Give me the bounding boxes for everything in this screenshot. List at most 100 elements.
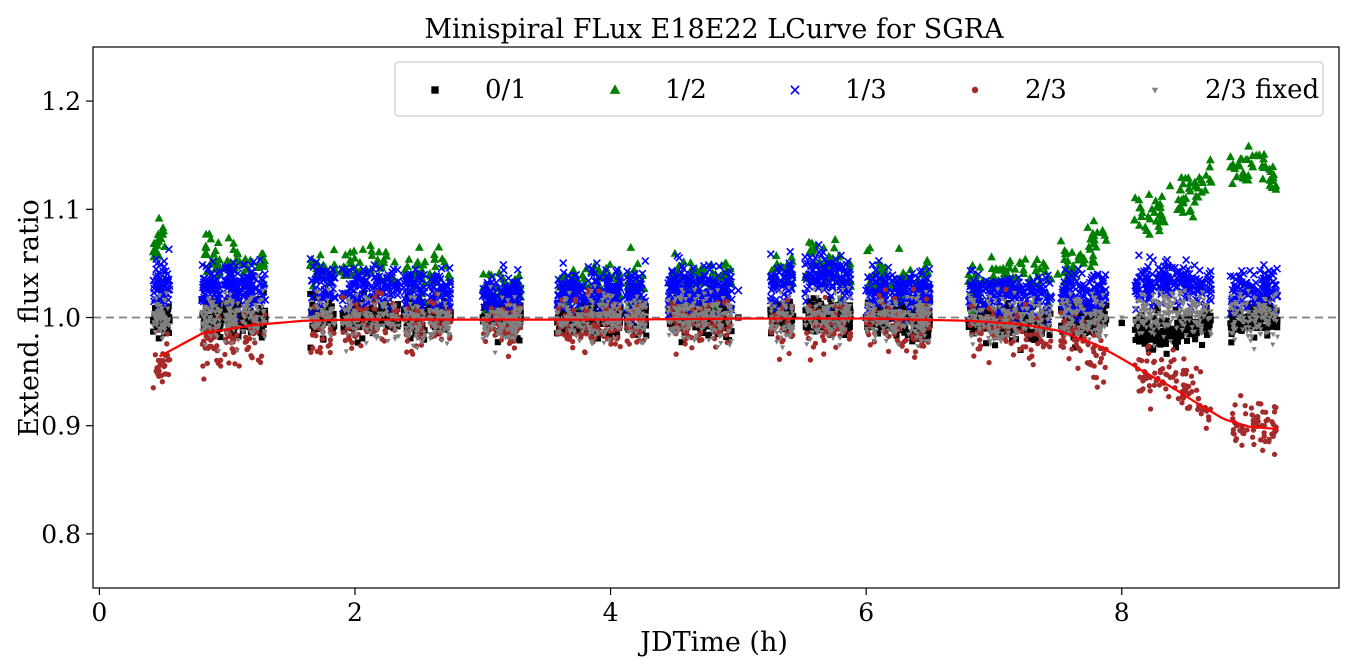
data-point	[769, 281, 778, 290]
data-point	[1206, 289, 1215, 298]
data-point	[1142, 326, 1149, 333]
data-point	[417, 286, 426, 295]
data-point	[313, 333, 319, 339]
data-point	[906, 265, 915, 274]
data-point	[584, 276, 593, 285]
data-point	[1177, 195, 1186, 204]
data-point	[1226, 272, 1235, 281]
data-point	[165, 357, 171, 363]
data-point	[421, 307, 428, 314]
data-point	[217, 334, 224, 341]
data-point	[242, 339, 248, 345]
data-point	[418, 342, 425, 348]
data-point	[247, 261, 256, 270]
data-point	[310, 345, 316, 351]
data-point	[1089, 257, 1099, 266]
data-point	[1232, 321, 1239, 328]
data-point	[1088, 251, 1098, 260]
data-point	[561, 281, 570, 290]
data-point	[163, 371, 169, 377]
data-point	[624, 290, 633, 299]
data-point	[580, 301, 587, 308]
data-point	[832, 255, 841, 264]
data-point	[826, 253, 835, 262]
data-point	[376, 318, 383, 325]
data-point	[152, 276, 161, 285]
data-point	[317, 315, 324, 323]
data-point	[1019, 312, 1026, 319]
data-point	[350, 264, 359, 273]
data-point	[232, 292, 241, 301]
data-point	[1266, 310, 1273, 317]
data-point	[369, 330, 376, 337]
data-point	[642, 308, 649, 315]
data-point	[367, 250, 377, 259]
data-point	[1268, 271, 1277, 280]
data-point	[1082, 287, 1091, 296]
data-point	[605, 259, 615, 268]
data-point	[1271, 184, 1281, 193]
data-point	[1158, 265, 1167, 274]
data-point	[328, 266, 337, 275]
data-point	[1023, 328, 1030, 335]
data-point	[210, 312, 217, 320]
data-point	[1025, 320, 1032, 327]
data-point	[481, 312, 488, 319]
data-point	[232, 361, 238, 367]
data-point	[1205, 174, 1215, 183]
data-point	[802, 297, 811, 306]
data-point	[592, 259, 601, 268]
data-point	[362, 275, 371, 284]
data-point	[805, 282, 814, 291]
data-point	[1203, 331, 1211, 338]
data-point	[990, 281, 999, 290]
data-point	[667, 266, 676, 275]
data-point	[259, 284, 268, 293]
data-point	[1132, 278, 1141, 287]
data-point	[637, 284, 646, 293]
data-point	[1146, 334, 1153, 341]
data-point	[232, 254, 241, 263]
data-point	[1060, 249, 1070, 258]
data-point	[1183, 173, 1193, 182]
data-point	[808, 256, 817, 265]
data-point	[718, 282, 727, 291]
data-point	[884, 263, 893, 272]
data-point	[326, 319, 333, 326]
data-point	[350, 304, 357, 311]
data-point	[875, 259, 885, 268]
data-point	[863, 273, 872, 282]
data-point	[345, 247, 355, 256]
data-point	[775, 301, 782, 308]
data-point	[906, 274, 915, 283]
data-point	[1152, 334, 1159, 341]
data-point	[223, 255, 232, 264]
data-point	[1089, 231, 1099, 240]
data-point	[1186, 205, 1195, 214]
data-point	[903, 312, 910, 319]
data-point	[1093, 270, 1102, 279]
data-point	[1072, 344, 1079, 351]
data-point	[317, 344, 323, 351]
data-point	[668, 281, 677, 290]
data-point	[871, 277, 880, 286]
data-point	[359, 335, 366, 342]
data-point	[708, 292, 717, 301]
data-point	[825, 267, 834, 276]
data-point	[1006, 275, 1015, 284]
data-point	[1203, 271, 1212, 280]
data-point	[1177, 172, 1186, 181]
data-point	[1189, 320, 1196, 327]
data-point	[1101, 235, 1111, 244]
data-point	[1016, 285, 1025, 294]
data-point	[340, 324, 347, 332]
data-point	[1235, 161, 1245, 170]
data-point	[766, 250, 775, 259]
data-point	[1197, 187, 1207, 196]
data-point	[1202, 287, 1211, 296]
data-point	[891, 283, 900, 292]
data-point	[701, 279, 710, 288]
data-point	[261, 295, 270, 304]
data-point	[1244, 141, 1253, 150]
data-point	[781, 272, 790, 281]
